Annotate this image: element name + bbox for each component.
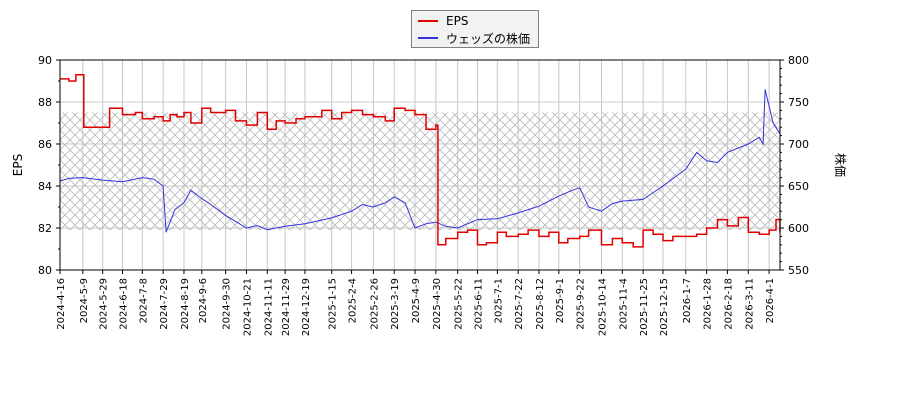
left-tick-label: 80 (38, 264, 52, 277)
x-tick-label: 2025-11-25 (639, 278, 650, 336)
x-tick-label: 2026-1-7 (682, 278, 693, 323)
x-tick-label: 2025-2-4 (348, 278, 359, 323)
x-tick-label: 2025-6-11 (474, 278, 485, 330)
x-tick-label: 2024-9-6 (198, 278, 209, 323)
legend-item-price: ウェッズの株価 (418, 30, 530, 46)
x-tick-label: 2024-10-21 (242, 278, 253, 336)
x-tick-label: 2024-9-30 (222, 278, 233, 330)
right-tick-label: 750 (788, 96, 809, 109)
x-tick-label: 2025-2-26 (369, 278, 380, 330)
right-axis: 550 600 650 700 750 800 (780, 54, 809, 277)
left-axis-label: EPS (11, 154, 25, 176)
x-tick-label: 2025-9-1 (555, 278, 566, 323)
x-tick-label: 2024-7-29 (159, 278, 170, 330)
legend-swatch-price (418, 37, 438, 39)
x-tick-label: 2025-4-9 (411, 278, 422, 323)
left-tick-label: 90 (38, 54, 52, 67)
x-tick-label: 2024-5-9 (79, 278, 90, 323)
x-tick-label: 2025-8-12 (535, 278, 546, 330)
x-tick-label: 2026-2-18 (723, 278, 734, 330)
x-tick-label: 2026-4-1 (765, 278, 776, 323)
right-tick-label: 650 (788, 180, 809, 193)
legend-swatch-eps (418, 20, 438, 22)
x-tick-label: 2025-5-22 (454, 278, 465, 330)
legend-item-eps: EPS (418, 13, 468, 29)
right-tick-label: 800 (788, 54, 809, 67)
legend: EPS ウェッズの株価 (411, 10, 539, 48)
x-tick-label: 2024-5-29 (99, 278, 110, 330)
right-tick-label: 600 (788, 222, 809, 235)
x-tick-label: 2024-4-16 (56, 278, 67, 330)
x-tick-label: 2024-8-19 (180, 278, 191, 330)
x-tick-label: 2025-1-15 (328, 278, 339, 330)
right-tick-label: 550 (788, 264, 809, 277)
x-tick-label: 2024-7-8 (138, 278, 149, 323)
x-tick-label: 2025-7-22 (514, 278, 525, 330)
right-axis-label: 株価 (833, 153, 848, 177)
eps-line (60, 73, 781, 248)
x-tick-label: 2025-4-30 (432, 278, 443, 330)
price-line (59, 89, 781, 233)
right-tick-label: 700 (788, 138, 809, 151)
legend-label-price: ウェッズの株価 (446, 31, 531, 46)
x-tick-label: 2024-11-29 (281, 278, 292, 336)
x-tick-label: 2024-11-11 (263, 278, 274, 336)
left-axis: 80 82 84 86 88 90 (38, 54, 60, 277)
left-tick-label: 88 (38, 96, 52, 109)
x-tick-label: 2024-6-18 (118, 278, 129, 330)
left-tick-label: 82 (38, 222, 52, 235)
legend-label-eps: EPS (446, 14, 469, 28)
x-tick-label: 2025-12-15 (659, 278, 670, 336)
x-tick-label: 2025-10-14 (597, 278, 608, 336)
shaded-band (60, 112, 780, 231)
x-tick-label: 2025-7-1 (493, 278, 504, 323)
x-tick-label: 2026-1-28 (703, 278, 714, 330)
x-tick-label: 2025-9-22 (576, 278, 587, 330)
x-tick-label: 2024-12-19 (301, 278, 312, 336)
left-tick-label: 84 (38, 180, 52, 193)
left-tick-label: 86 (38, 138, 52, 151)
x-tick-label: 2025-11-4 (618, 278, 629, 330)
x-tick-label: 2026-3-11 (744, 278, 755, 330)
x-tick-label: 2025-3-19 (390, 278, 401, 330)
x-axis: 2024-4-16 2024-5-9 2024-5-29 2024-6-18 2024-… (56, 270, 776, 336)
